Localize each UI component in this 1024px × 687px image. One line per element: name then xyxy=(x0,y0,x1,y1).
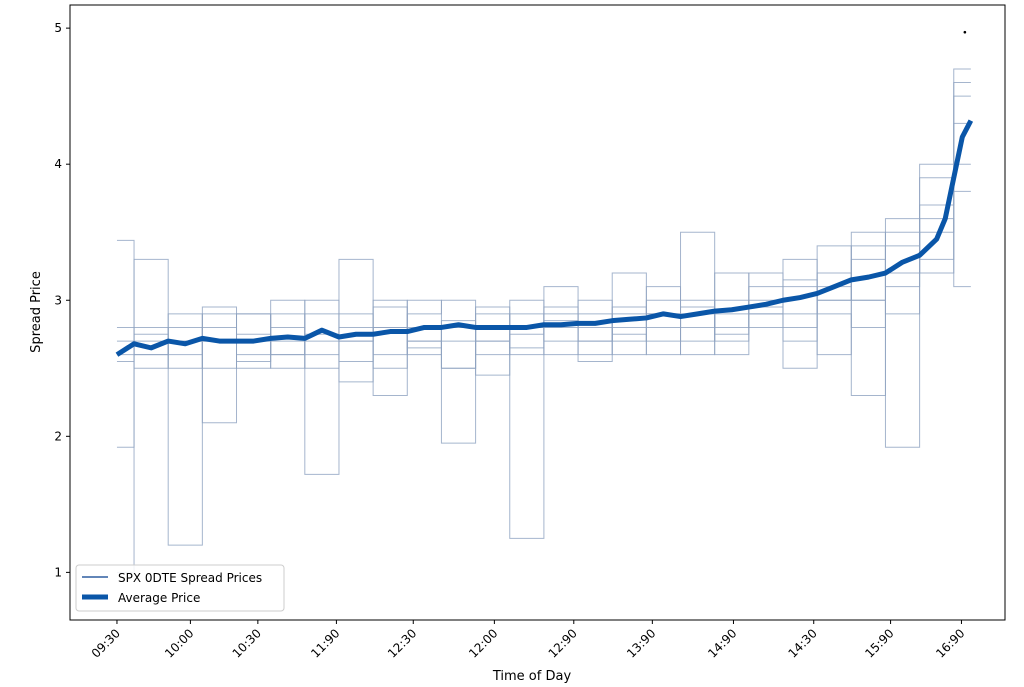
x-tick-label: 13:90 xyxy=(624,626,658,660)
legend: SPX 0DTE Spread Prices Average Price xyxy=(75,564,285,612)
y-axis-label: Spread Price xyxy=(29,271,44,353)
legend-box xyxy=(75,564,285,612)
legend-label-individual: SPX 0DTE Spread Prices xyxy=(118,571,262,585)
x-tick-label: 12:30 xyxy=(385,626,419,660)
x-tick-label: 12:90 xyxy=(546,626,580,660)
x-tick-label: 14:30 xyxy=(785,626,819,660)
outlier-point xyxy=(963,30,967,34)
x-tick-label: 15:90 xyxy=(862,626,896,660)
x-tick-label: 11:90 xyxy=(308,626,342,660)
x-tick-label: 10:30 xyxy=(230,626,264,660)
x-axis-label: Time of Day xyxy=(492,669,572,683)
y-tick-label: 2 xyxy=(54,429,62,443)
x-tick-label: 14:90 xyxy=(705,626,739,660)
average-price-line xyxy=(115,119,974,357)
x-tick-label: 10:00 xyxy=(162,626,196,660)
y-tick-label: 1 xyxy=(54,565,62,579)
legend-label-average: Average Price xyxy=(118,591,200,605)
x-tick-label: 09:30 xyxy=(89,626,123,660)
plot-area xyxy=(69,4,1006,621)
y-axis-ticks: 1 2 3 4 5 xyxy=(54,21,70,579)
x-tick-label: 16:90 xyxy=(933,626,967,660)
x-tick-label: 12:00 xyxy=(466,626,500,660)
y-tick-label: 5 xyxy=(54,21,62,35)
price-lines xyxy=(115,30,974,573)
y-tick-label: 3 xyxy=(54,293,62,307)
y-tick-label: 4 xyxy=(54,157,62,171)
x-axis-ticks: 09:30 10:00 10:30 11:90 12:30 12:00 12:90 13:90… xyxy=(89,620,968,661)
